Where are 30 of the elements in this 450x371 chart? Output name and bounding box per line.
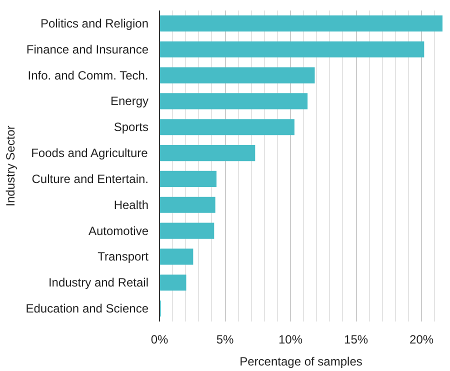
- bar: [160, 119, 294, 136]
- x-tick-label: 10%: [278, 332, 303, 346]
- bar: [160, 41, 424, 58]
- y-axis-title: Industry Sector: [4, 126, 18, 206]
- bar: [160, 274, 186, 291]
- x-tick-label: 0%: [150, 332, 168, 346]
- y-tick-label: Energy: [110, 94, 149, 108]
- bar: [160, 222, 214, 239]
- y-tick-label: Education and Science: [26, 302, 149, 316]
- bar: [160, 248, 194, 265]
- x-tick-label: 20%: [410, 332, 434, 346]
- y-tick-label: Info. and Comm. Tech.: [28, 68, 148, 82]
- bar: [160, 15, 442, 32]
- bar: [160, 67, 315, 84]
- bar: [160, 196, 216, 213]
- y-tick-label: Transport: [98, 250, 150, 264]
- y-tick-label: Automotive: [88, 224, 149, 238]
- x-tick-label: 5%: [216, 332, 234, 346]
- y-tick-label: Politics and Religion: [40, 16, 149, 30]
- y-tick-label: Culture and Entertain.: [32, 172, 149, 186]
- y-tick-label: Industry and Retail: [48, 276, 149, 290]
- bar: [160, 93, 308, 110]
- x-tick-label: 15%: [344, 332, 368, 346]
- bar: [160, 145, 256, 162]
- bar: [160, 170, 216, 187]
- y-tick-label: Finance and Insurance: [26, 42, 149, 56]
- y-tick-label: Foods and Agriculture: [31, 146, 148, 160]
- y-tick-label: Health: [114, 198, 148, 212]
- x-axis-title: Percentage of samples: [240, 354, 362, 368]
- y-tick-label: Sports: [114, 120, 149, 134]
